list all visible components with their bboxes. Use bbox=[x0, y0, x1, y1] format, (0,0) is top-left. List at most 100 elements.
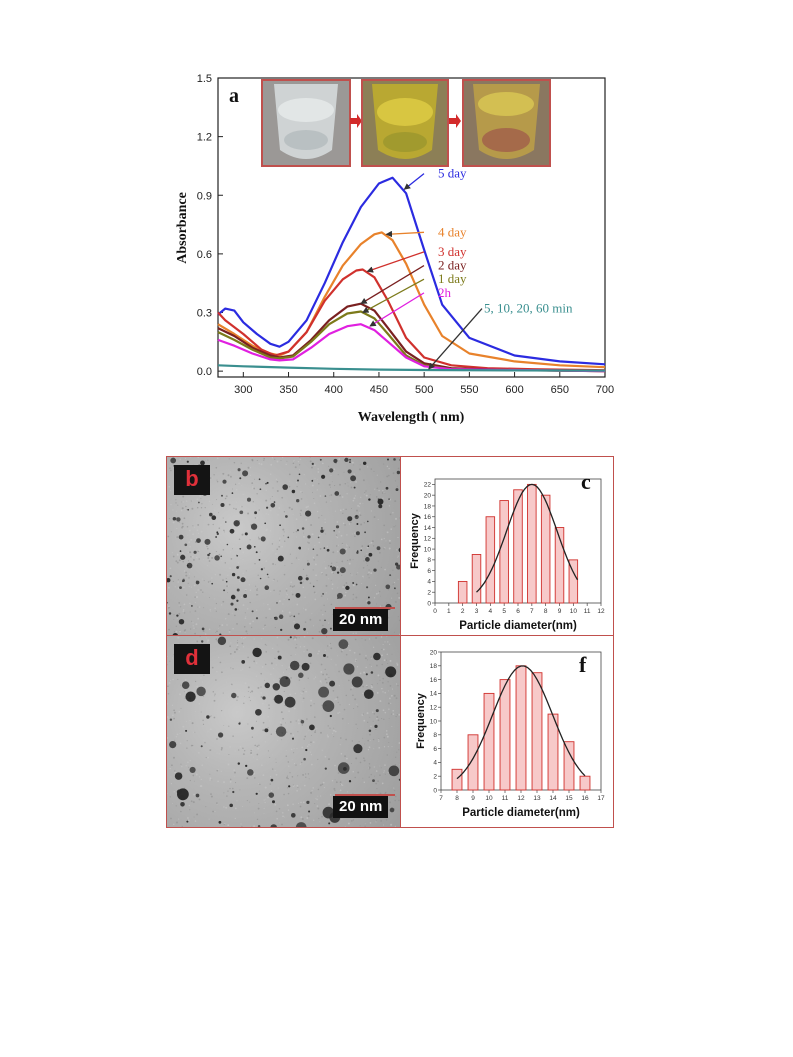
y-tick-label: 2 bbox=[433, 774, 437, 781]
x-tick-label: 400 bbox=[325, 384, 343, 396]
x-tick-label: 11 bbox=[584, 608, 591, 615]
x-tick-label: 7 bbox=[530, 608, 534, 615]
y-tick-label: 12 bbox=[424, 536, 432, 543]
x-tick-label: 0 bbox=[433, 608, 437, 615]
series-line-2 bbox=[217, 268, 606, 372]
x-tick-label: 600 bbox=[505, 384, 523, 396]
series-label: 3 day bbox=[438, 244, 467, 259]
y-tick-label: 0 bbox=[433, 787, 437, 794]
histogram-bar bbox=[483, 692, 495, 791]
y-tick-label: 10 bbox=[424, 546, 432, 553]
uv-vis-absorbance-chart: 300 350 400 450 500 550 600 650 700 0.0 0.3 0.6 0.9 1… bbox=[175, 73, 614, 425]
arrow-icon bbox=[449, 114, 461, 128]
scale-bar-label: 20 nm bbox=[333, 609, 389, 631]
y-tick-label: 10 bbox=[430, 718, 438, 725]
y-tick-label: 4 bbox=[433, 760, 437, 767]
x-tick-label: 3 bbox=[475, 608, 479, 615]
x-axis-title: Wavelength ( nm) bbox=[358, 410, 465, 425]
x-tick-label: 13 bbox=[533, 795, 541, 802]
series-line-5 bbox=[217, 323, 606, 373]
y-tick-label: 8 bbox=[427, 557, 431, 564]
x-tick-label: 4 bbox=[489, 608, 493, 615]
x-tick-label: 1 bbox=[447, 608, 451, 615]
leader-arrow bbox=[369, 292, 425, 327]
scale-bar bbox=[335, 607, 395, 609]
x-tick-label: 550 bbox=[460, 384, 478, 396]
vial-photo-yellow bbox=[361, 79, 449, 167]
x-tick-label: 8 bbox=[544, 608, 548, 615]
histogram-bar bbox=[515, 665, 527, 791]
fit-curve bbox=[476, 483, 579, 593]
scale-bar-label: 20 nm bbox=[333, 796, 389, 818]
x-tick-label: 10 bbox=[570, 608, 578, 615]
series-label: 5 day bbox=[438, 166, 467, 181]
histogram-bar bbox=[467, 734, 479, 791]
histogram-bar bbox=[499, 500, 509, 604]
x-tick-label: 8 bbox=[455, 795, 459, 802]
y-tick-label: 1.2 bbox=[197, 132, 212, 144]
y-tick-label: 0.3 bbox=[197, 308, 212, 320]
y-tick-label: 18 bbox=[430, 663, 438, 670]
histogram-panel-c: 0 1 2 3 4 5 6 7 8 9 10 11 12 0 2 4 6 8 10 12 14 16 18 20 22 c Part… bbox=[400, 456, 614, 636]
y-tick-label: 14 bbox=[430, 691, 438, 698]
series-line-0 bbox=[217, 176, 606, 366]
y-tick-label: 0.9 bbox=[197, 190, 212, 202]
leader-arrow bbox=[403, 173, 425, 190]
tem-image-d: d 20 nm bbox=[166, 635, 402, 828]
histogram-bar bbox=[457, 580, 468, 604]
x-tick-label: 9 bbox=[471, 795, 475, 802]
scale-bar bbox=[335, 794, 395, 796]
histogram-bar bbox=[513, 489, 523, 604]
histogram-bar bbox=[563, 741, 575, 791]
series-line-4 bbox=[217, 310, 606, 373]
y-tick-label: 6 bbox=[433, 746, 437, 753]
series-label: 2 day bbox=[438, 258, 467, 273]
x-tick-label: 650 bbox=[551, 384, 569, 396]
series-label: 2h bbox=[438, 285, 452, 300]
x-tick-label: 450 bbox=[370, 384, 388, 396]
leader-arrow bbox=[362, 278, 425, 314]
x-tick-label: 6 bbox=[516, 608, 520, 615]
leader-arrow bbox=[428, 308, 483, 370]
x-tick-label: 7 bbox=[439, 795, 443, 802]
leader-arrow bbox=[360, 264, 425, 305]
histogram-bar bbox=[568, 559, 579, 604]
x-tick-label: 11 bbox=[502, 795, 509, 802]
x-tick-label: 9 bbox=[558, 608, 562, 615]
panel-label-f: f bbox=[579, 652, 587, 677]
y-tick-label: 14 bbox=[424, 525, 432, 532]
series-label: 5, 10, 20, 60 min bbox=[484, 301, 573, 316]
x-tick-label: 14 bbox=[549, 795, 557, 802]
fit-curve bbox=[456, 665, 586, 780]
x-tick-label: 350 bbox=[279, 384, 297, 396]
x-tick-label: 5 bbox=[502, 608, 506, 615]
vial-photo-colorless bbox=[261, 79, 351, 167]
histogram-bar bbox=[451, 768, 463, 791]
series-label: 4 day bbox=[438, 224, 467, 239]
y-tick-label: 0.0 bbox=[197, 366, 212, 378]
panel-label-c: c bbox=[581, 469, 591, 494]
y-axis-title: Frequency bbox=[409, 512, 421, 569]
histogram-panel-f: 7 8 9 10 11 12 13 14 15 16 17 0 2 4 6 8 10 12 14 16 18 20 f Par… bbox=[400, 635, 614, 828]
y-tick-label: 12 bbox=[430, 705, 438, 712]
x-tick-label: 17 bbox=[597, 795, 605, 802]
size-histogram-f: 7 8 9 10 11 12 13 14 15 16 17 0 2 4 6 8 10 12 14 16 18 20 f Par… bbox=[415, 649, 605, 819]
leader-arrow bbox=[385, 230, 425, 238]
series-line-6 bbox=[217, 364, 606, 372]
y-tick-label: 22 bbox=[424, 482, 432, 489]
y-tick-label: 0 bbox=[427, 600, 431, 607]
x-tick-label: 12 bbox=[517, 795, 525, 802]
x-axis-title: Particle diameter(nm) bbox=[462, 807, 580, 819]
y-tick-label: 2 bbox=[427, 590, 431, 597]
x-axis-title: Particle diameter(nm) bbox=[459, 620, 577, 632]
histogram-bar bbox=[579, 775, 591, 791]
y-tick-label: 1.5 bbox=[197, 73, 212, 85]
y-tick-label: 16 bbox=[424, 514, 432, 521]
histogram-bar bbox=[499, 679, 511, 791]
y-tick-label: 6 bbox=[427, 568, 431, 575]
vial-photo-brown bbox=[462, 79, 551, 167]
y-tick-label: 4 bbox=[427, 579, 431, 586]
leader-arrow bbox=[366, 251, 425, 273]
panel-label-a: a bbox=[229, 85, 239, 107]
histogram-bar bbox=[531, 672, 543, 791]
